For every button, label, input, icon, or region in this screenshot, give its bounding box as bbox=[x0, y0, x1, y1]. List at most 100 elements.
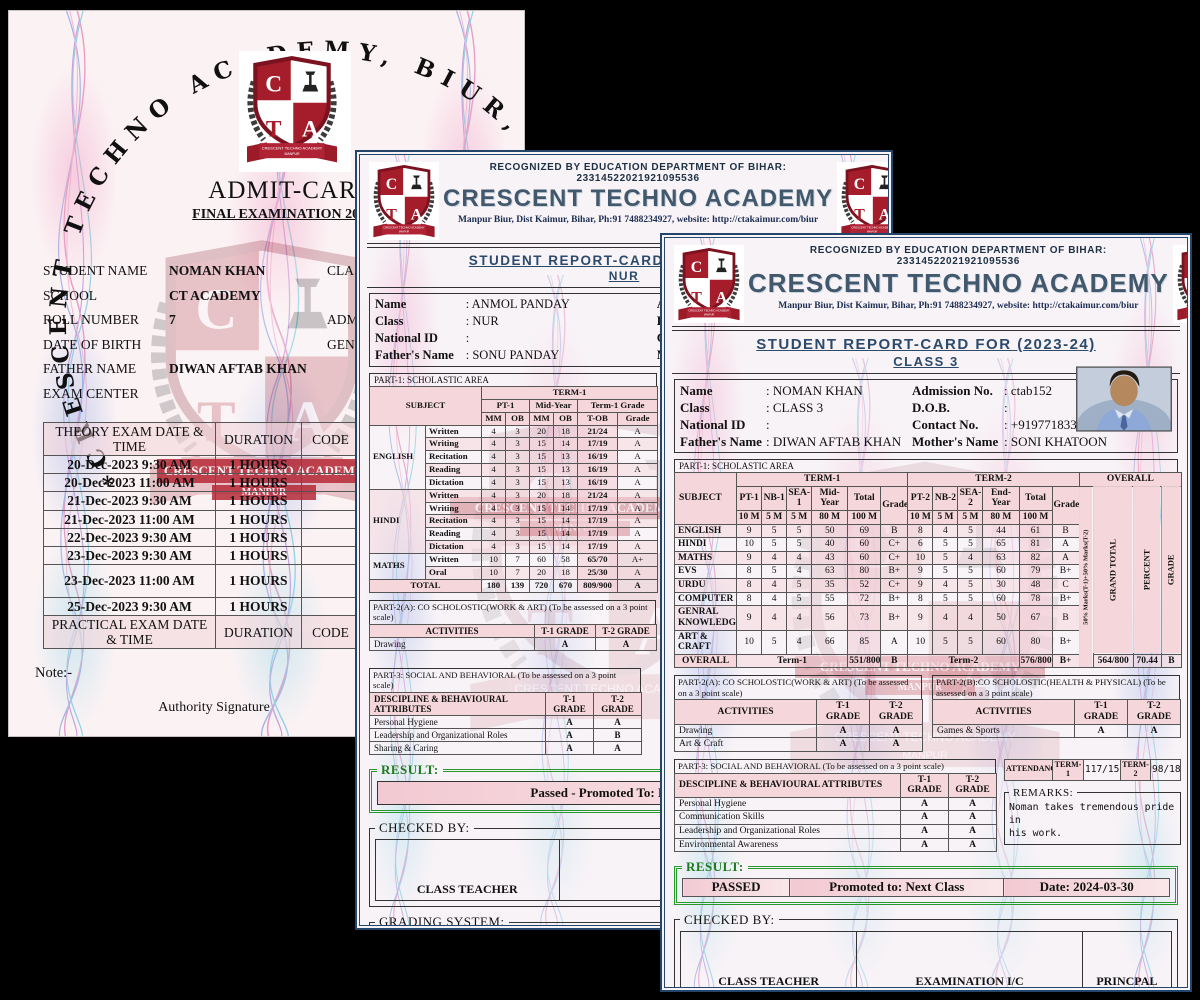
cell: 4 bbox=[481, 540, 507, 554]
cell: Drawing bbox=[369, 636, 535, 651]
cell: 8 bbox=[736, 564, 763, 579]
cell: Personal Hygiene bbox=[674, 796, 901, 812]
cell: 4 bbox=[957, 605, 984, 631]
cell: 40 bbox=[811, 537, 849, 552]
cell: B bbox=[1051, 523, 1080, 539]
table-row: SUBJECT TERM-1 TERM-2 OVERALL bbox=[673, 472, 1183, 525]
cell: A bbox=[617, 450, 659, 465]
cell: 5 M bbox=[932, 509, 959, 525]
remarks-box: REMARKS: Noman takes tremendous pride in… bbox=[1004, 786, 1181, 845]
cell: OVERALL bbox=[1078, 472, 1183, 487]
cell: T-2 GRADE bbox=[1127, 699, 1181, 725]
cell: 3 bbox=[505, 540, 531, 554]
cell bbox=[169, 382, 327, 407]
cell: Dictation bbox=[424, 540, 483, 554]
cell: 5 bbox=[957, 578, 984, 593]
cell: A bbox=[545, 728, 594, 743]
cell: 69 bbox=[847, 523, 882, 539]
divider bbox=[672, 373, 1180, 374]
cta-shield-icon bbox=[242, 53, 342, 165]
cell: GENRAL KNOWLEDGE bbox=[673, 605, 738, 631]
cell: A bbox=[948, 824, 997, 839]
cell: T-2 GRADE bbox=[593, 691, 642, 717]
cell: OVERALL bbox=[673, 653, 738, 669]
cell: 15 bbox=[529, 527, 555, 542]
cell: MM bbox=[481, 411, 507, 426]
table-row: MATHS Written 10 7 60 58 65/70 A+ bbox=[369, 552, 659, 580]
cell: 1 HOURS bbox=[215, 509, 302, 529]
student-info-table: Name: NOMAN KHAN Admission No.: ctab152 Cl… bbox=[680, 382, 1107, 450]
recognition-number: 23314522021921095536 bbox=[896, 256, 1020, 267]
table-row: Environmental Awareness A A bbox=[674, 837, 997, 853]
divider bbox=[367, 287, 881, 288]
table-row: OVERALL Term-1 551/800 B Term-2 576/800 B+ 564/… bbox=[673, 653, 1183, 669]
class-teacher-sign: CLASS TEACHER bbox=[681, 931, 858, 987]
cell: 8 bbox=[907, 591, 934, 607]
cell: 5 bbox=[932, 591, 959, 607]
cta-shield-icon bbox=[1172, 245, 1187, 323]
cell: Term-1 bbox=[736, 653, 849, 669]
cell: 80 bbox=[1018, 629, 1053, 655]
cell: Admission No. bbox=[912, 382, 993, 398]
cell: 13 bbox=[553, 475, 579, 490]
cell: DURATION bbox=[215, 421, 302, 457]
cell: B bbox=[880, 653, 909, 669]
cell: Art & Craft bbox=[674, 737, 817, 752]
cell: National ID bbox=[680, 416, 746, 432]
cell: D.O.B. bbox=[912, 399, 950, 415]
cell: 58 bbox=[553, 552, 579, 567]
cell: Term-1 Grade bbox=[577, 398, 659, 413]
cell: Reading bbox=[424, 527, 483, 542]
cell: End-Year bbox=[982, 485, 1020, 511]
cell: 20 bbox=[529, 488, 555, 503]
result-box: RESULT: PASSED Promoted to: Next Class Dat… bbox=[674, 859, 1178, 905]
cell: 7 bbox=[169, 312, 176, 328]
cell: B+ bbox=[880, 564, 909, 579]
table-row: Art & Craft A A bbox=[674, 737, 923, 752]
part2a-title: PART-2(A): CO SCHOLOSTIC(WORK & ART) (To… bbox=[674, 675, 922, 700]
cell: NB-1 bbox=[761, 485, 788, 511]
cell: 20 bbox=[529, 565, 555, 580]
cell: 4 bbox=[786, 550, 813, 566]
cell: B+ bbox=[1051, 653, 1080, 669]
cell: B+ bbox=[880, 591, 909, 607]
part1-label: PART-1: SCHOLASTIC AREA bbox=[674, 459, 1178, 472]
divider bbox=[367, 243, 881, 248]
cell: A bbox=[545, 715, 594, 730]
cell: GRAND TOTAL bbox=[1093, 486, 1134, 655]
cell: 4 bbox=[932, 578, 959, 593]
academy-name: CRESCENT TECHNO ACADEMY bbox=[748, 268, 1169, 298]
cell: 117/150 bbox=[1083, 758, 1121, 781]
cell: 5 bbox=[957, 523, 984, 539]
cell: 5 bbox=[932, 564, 959, 579]
cell: Contact No. bbox=[912, 416, 979, 432]
cell: 670 bbox=[553, 578, 579, 593]
cell: 10 bbox=[736, 537, 763, 552]
checked-by-label: CHECKED BY: bbox=[684, 911, 775, 927]
part2a-table: ACTIVITIES T-1 GRADE T-2 GRADE Drawing A A Art… bbox=[674, 699, 923, 752]
cell: Personal Hygiene bbox=[369, 715, 546, 730]
cell: SCHOOL bbox=[43, 287, 98, 303]
cell: PT-1 bbox=[481, 398, 531, 413]
cell: TERM-2 bbox=[907, 472, 1080, 487]
cell: Name bbox=[375, 297, 407, 311]
cell: 564/800 bbox=[1092, 653, 1134, 669]
cell: C+ bbox=[880, 578, 909, 593]
cell: 6 bbox=[907, 537, 934, 552]
cell: MM bbox=[529, 411, 555, 426]
cell: 5 bbox=[957, 537, 984, 552]
cell: Father's Name bbox=[680, 433, 762, 449]
cell: DIWAN AFTAB KHAN bbox=[169, 361, 307, 377]
cell: 65/70 bbox=[577, 552, 619, 567]
cell: Reading bbox=[424, 463, 483, 477]
cell: Environmental Awareness bbox=[674, 837, 901, 853]
cell: Drawing bbox=[674, 723, 817, 739]
cell: A bbox=[1127, 723, 1181, 739]
cell: 720 bbox=[529, 578, 555, 593]
cell: 5 bbox=[786, 578, 813, 593]
